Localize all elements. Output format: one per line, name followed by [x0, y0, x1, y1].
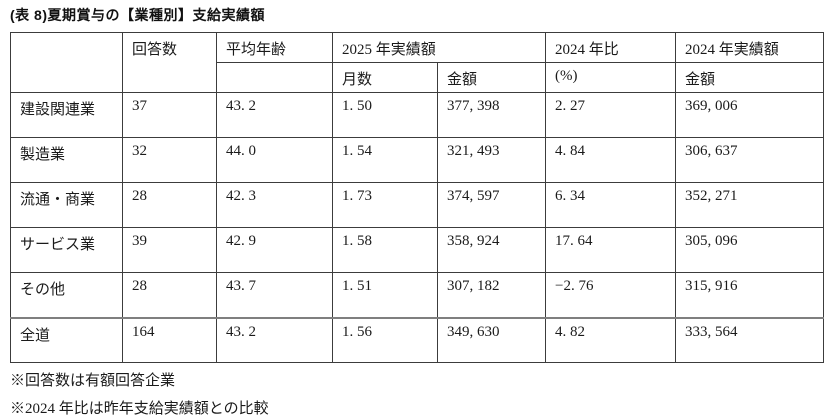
table-row: 建設関連業 37 43. 2 1. 50 377, 398 2. 27 369,…	[10, 92, 825, 138]
cell-amount-2025: 321, 493	[436, 137, 547, 183]
cell-yoy: 17. 64	[545, 227, 677, 273]
bonus-by-industry-table: 回答数 平均年齢 2025 年実績額 2024 年比 2024 年実績額 月数 …	[10, 32, 825, 363]
cell-months: 1. 50	[332, 92, 438, 138]
cell-respondents: 164	[122, 316, 217, 363]
cell-label: 建設関連業	[10, 92, 123, 138]
cell-avg-age: 43. 2	[216, 316, 333, 363]
cell-amount-2024: 306, 637	[675, 137, 825, 183]
header-ratio-unit: (%)	[545, 62, 677, 93]
cell-label: 流通・商業	[10, 182, 123, 228]
cell-amount-2024: 352, 271	[675, 182, 825, 228]
cell-label: 製造業	[10, 137, 123, 183]
cell-respondents: 28	[122, 272, 217, 318]
cell-months: 1. 73	[332, 182, 438, 228]
header-2025-actual: 2025 年実績額	[331, 32, 547, 63]
cell-respondents: 39	[122, 227, 217, 273]
header-amount-2024: 金額	[675, 62, 825, 93]
footnote-respondents: ※回答数は有額回答企業	[10, 373, 176, 389]
cell-avg-age: 42. 3	[216, 182, 333, 228]
cell-months: 1. 58	[332, 227, 438, 273]
cell-label: サービス業	[10, 227, 123, 273]
cell-yoy: 4. 84	[545, 137, 677, 183]
header-months: 月数	[332, 62, 438, 93]
table-row-total: 全道 164 43. 2 1. 56 349, 630 4. 82 333, 5…	[10, 316, 825, 363]
cell-amount-2025: 374, 597	[436, 182, 547, 228]
header-amount-2025: 金額	[436, 62, 547, 93]
cell-respondents: 37	[122, 92, 217, 138]
footnotes: ※回答数は有額回答企業 ※2024 年比は昨年支給実績額との比較	[10, 372, 827, 416]
cell-label: その他	[10, 272, 123, 318]
cell-amount-2025: 358, 924	[436, 227, 547, 273]
table-row: 製造業 32 44. 0 1. 54 321, 493 4. 84 306, 6…	[10, 137, 825, 183]
header-avg-age-sub-blank	[216, 62, 333, 93]
table-title: (表 8)夏期賞与の【業種別】支給実績額	[10, 7, 265, 23]
header-avg-age: 平均年齢	[216, 32, 333, 63]
cell-amount-2025: 377, 398	[436, 92, 547, 138]
header-2024-ratio: 2024 年比	[545, 32, 677, 63]
header-blank-cell	[10, 32, 123, 93]
cell-avg-age: 43. 7	[216, 272, 333, 318]
cell-avg-age: 44. 0	[216, 137, 333, 183]
cell-months: 1. 51	[332, 272, 438, 318]
cell-avg-age: 42. 9	[216, 227, 333, 273]
cell-amount-2024: 369, 006	[675, 92, 825, 138]
footnote-2024-ratio: ※2024 年比は昨年支給実績額との比較	[10, 401, 269, 416]
cell-yoy: −2. 76	[545, 272, 677, 318]
cell-respondents: 32	[122, 137, 217, 183]
cell-amount-2024: 333, 564	[675, 316, 825, 363]
table-row: 流通・商業 28 42. 3 1. 73 374, 597 6. 34 352,…	[10, 182, 825, 228]
cell-yoy: 6. 34	[545, 182, 677, 228]
cell-respondents: 28	[122, 182, 217, 228]
cell-label: 全道	[10, 316, 123, 363]
header-row-1: 回答数 平均年齢 2025 年実績額 2024 年比 2024 年実績額	[10, 32, 825, 93]
header-2024-actual: 2024 年実績額	[675, 32, 825, 63]
cell-yoy: 4. 82	[545, 316, 677, 363]
cell-amount-2024: 305, 096	[675, 227, 825, 273]
cell-amount-2025: 349, 630	[436, 316, 547, 363]
cell-amount-2025: 307, 182	[436, 272, 547, 318]
cell-months: 1. 56	[332, 316, 438, 363]
cell-yoy: 2. 27	[545, 92, 677, 138]
table-row: その他 28 43. 7 1. 51 307, 182 −2. 76 315, …	[10, 272, 825, 318]
table-row: サービス業 39 42. 9 1. 58 358, 924 17. 64 305…	[10, 227, 825, 273]
header-respondents: 回答数	[122, 32, 217, 93]
cell-months: 1. 54	[332, 137, 438, 183]
cell-avg-age: 43. 2	[216, 92, 333, 138]
cell-amount-2024: 315, 916	[675, 272, 825, 318]
